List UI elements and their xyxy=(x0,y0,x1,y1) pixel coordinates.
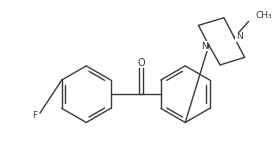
Text: N: N xyxy=(236,32,242,41)
Text: CH₃: CH₃ xyxy=(256,11,273,20)
Text: N: N xyxy=(201,42,207,51)
Text: F: F xyxy=(32,111,37,120)
Text: O: O xyxy=(137,58,145,68)
